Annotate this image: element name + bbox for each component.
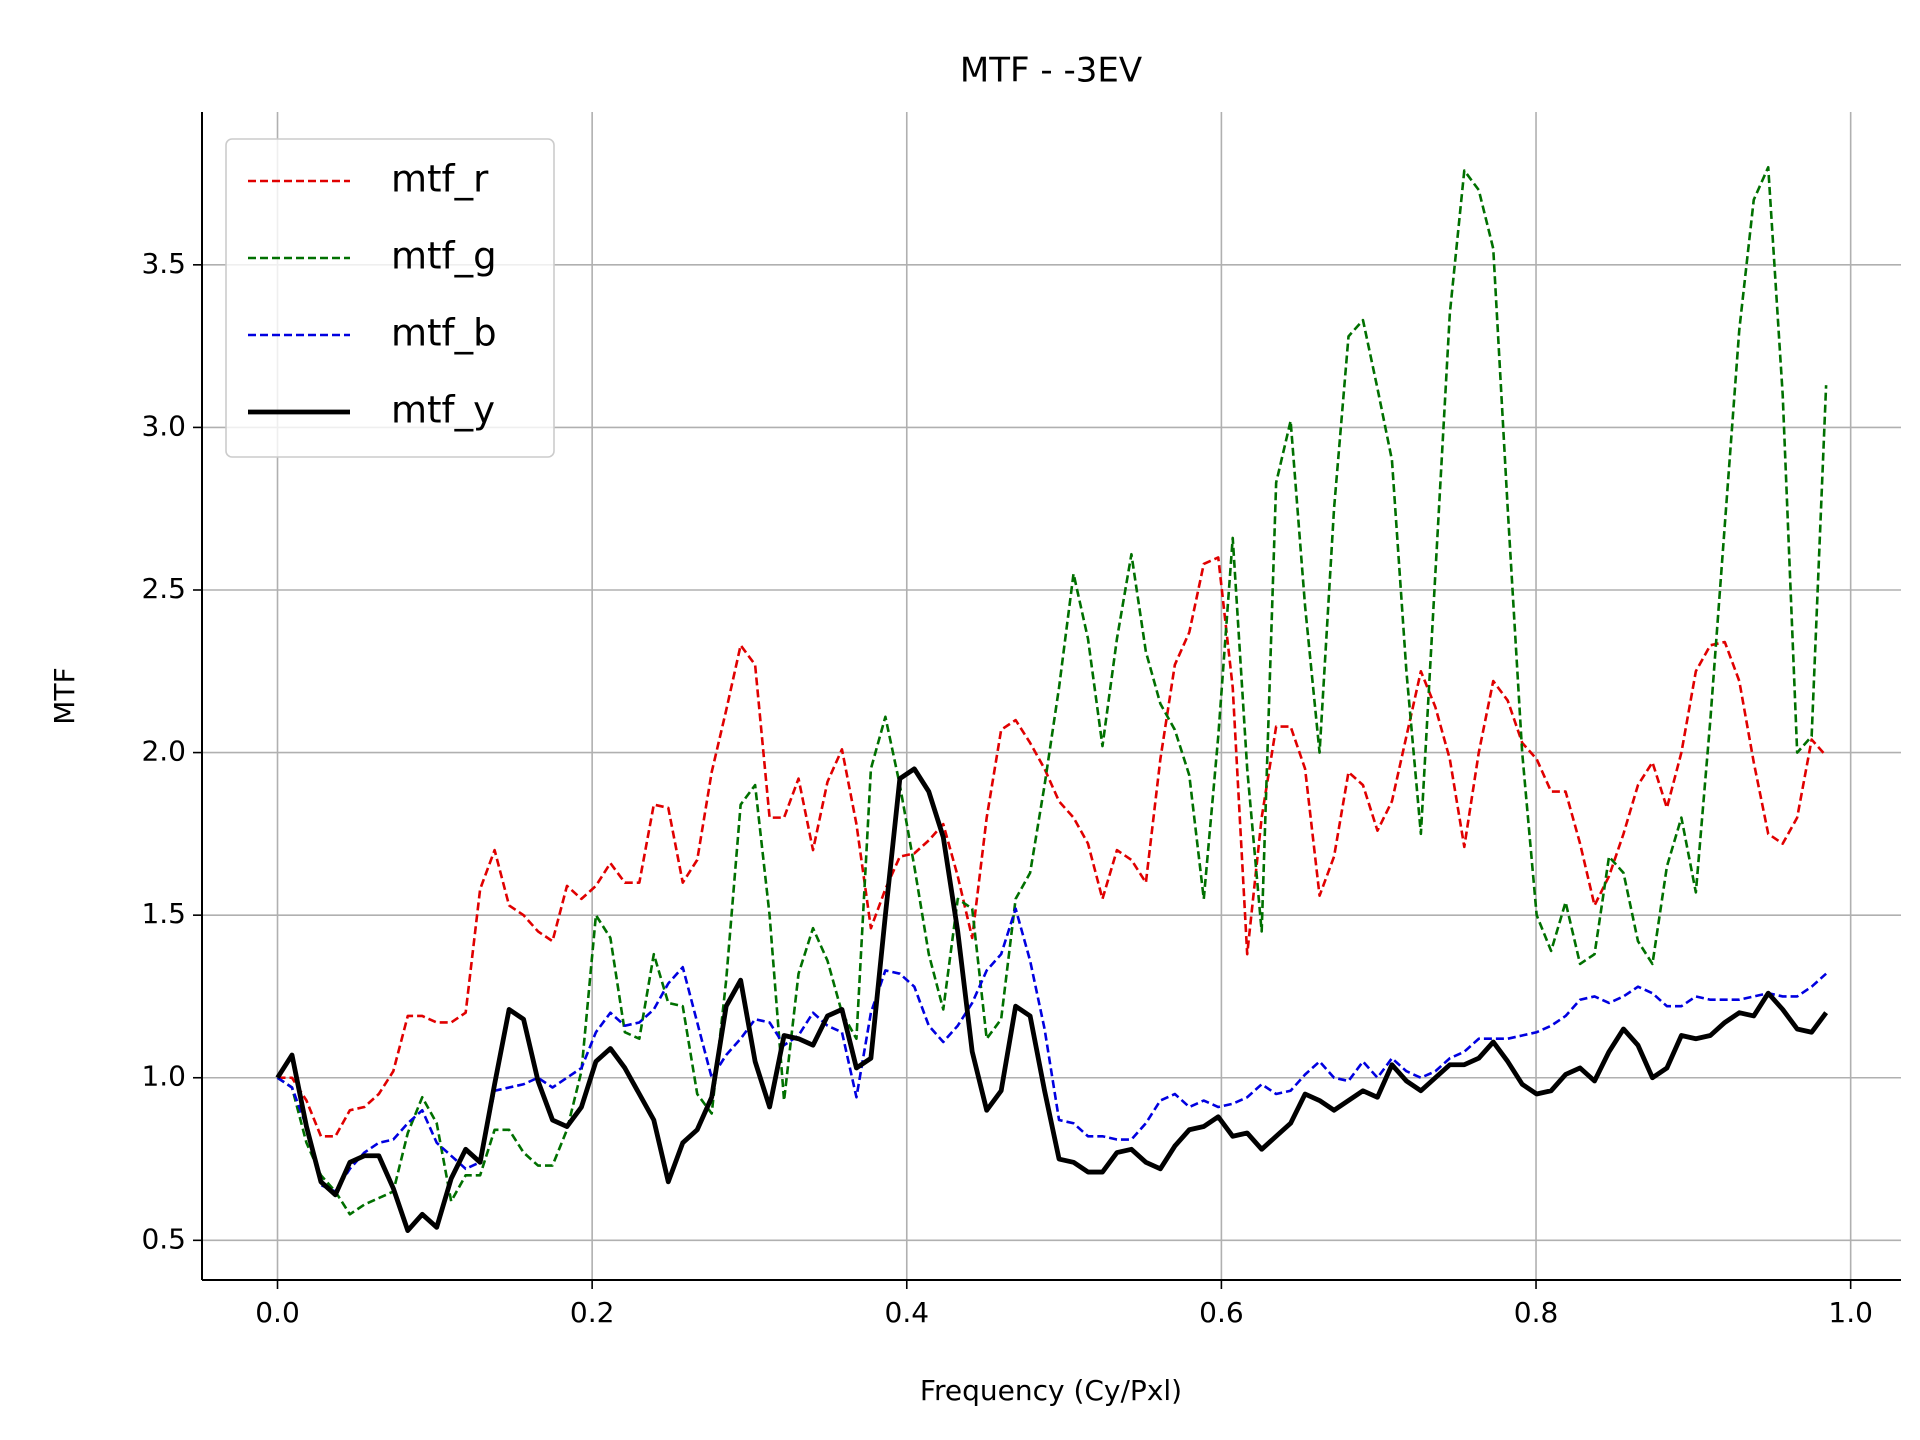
legend-label: mtf_y: [391, 389, 495, 432]
x-tick-label: 0.0: [255, 1296, 300, 1329]
legend-label: mtf_r: [391, 158, 489, 201]
x-axis-label: Frequency (Cy/Pxl): [920, 1374, 1182, 1407]
y-tick-label: 2.0: [141, 735, 186, 768]
y-tick-label: 0.5: [141, 1222, 186, 1255]
y-tick-label: 3.5: [141, 247, 186, 280]
x-tick-label: 1.0: [1828, 1296, 1873, 1329]
legend-box: [225, 138, 555, 458]
series-line: [276, 907, 1827, 1193]
series-line: [276, 165, 1828, 1216]
series-line: [275, 766, 1829, 1233]
y-axis-label: MTF: [48, 667, 81, 724]
x-tick-label: 0.8: [1514, 1296, 1559, 1329]
legend-label: mtf_g: [391, 235, 497, 278]
y-tick-label: 2.5: [141, 572, 186, 605]
chart-title: MTF - -3EV: [960, 51, 1142, 91]
legend-label: mtf_b: [391, 312, 497, 355]
series-line: [277, 556, 1828, 1138]
y-tick-label: 1.5: [141, 897, 186, 930]
x-tick-label: 0.2: [570, 1296, 615, 1329]
x-tick-label: 0.4: [885, 1296, 930, 1329]
y-tick-label: 1.0: [141, 1060, 186, 1093]
x-tick-label: 0.6: [1199, 1296, 1244, 1329]
y-tick-label: 3.0: [141, 409, 186, 442]
